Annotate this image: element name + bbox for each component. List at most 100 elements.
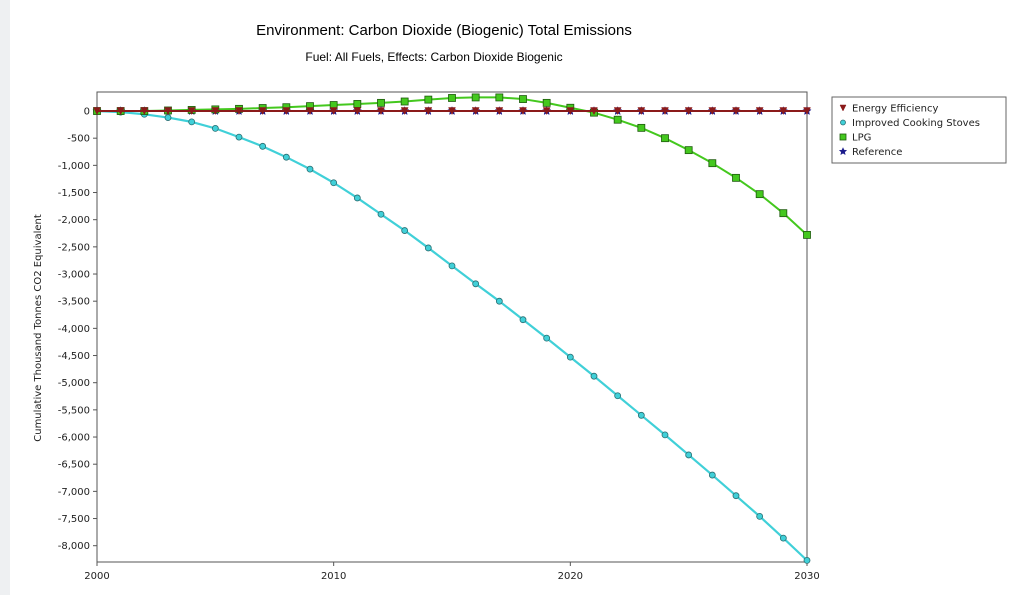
data-point-lpg [448, 94, 456, 102]
data-point-energy-efficiency [140, 107, 149, 116]
data-point-improved-cooking-stoves [614, 392, 622, 400]
data-point-energy-efficiency [258, 107, 267, 116]
data-point-improved-cooking-stoves [756, 512, 764, 520]
data-point-lpg [495, 93, 504, 102]
y-tick-label: -3,000 [58, 270, 90, 281]
legend-marker-energy-efficiency [839, 104, 847, 112]
data-point-lpg [708, 159, 717, 168]
data-point-improved-cooking-stoves [164, 114, 172, 121]
data-point-lpg [661, 134, 669, 143]
legend-label: LPG [852, 133, 871, 144]
series-improved-cooking-stoves [93, 107, 811, 564]
data-point-improved-cooking-stoves [708, 471, 716, 479]
y-tick-label: -6,000 [58, 433, 90, 444]
data-point-improved-cooking-stoves [211, 125, 219, 132]
data-point-energy-efficiency [164, 107, 172, 116]
legend-entry-improved-cooking-stoves[interactable]: Improved Cooking Stoves [840, 118, 980, 129]
legend-entry-lpg[interactable]: LPG [839, 133, 871, 144]
y-tick-label: -3,500 [58, 297, 90, 308]
legend[interactable]: Energy Efficiency Improved Cooking Stoves… [831, 96, 1007, 164]
plot-area [96, 91, 808, 563]
data-point-improved-cooking-stoves [306, 165, 314, 173]
data-point-energy-efficiency [353, 107, 362, 116]
data-point-energy-efficiency [637, 107, 646, 116]
data-point-energy-efficiency [708, 107, 717, 116]
data-point-improved-cooking-stoves [779, 534, 787, 542]
y-tick-label: -4,500 [58, 351, 90, 362]
data-point-improved-cooking-stoves [661, 431, 669, 439]
y-tick-label: -1,000 [58, 161, 90, 172]
legend-marker-reference [838, 147, 848, 156]
y-axis-label: Cumulative Thousand Tonnes CO2 Equivalen… [33, 214, 44, 442]
data-point-improved-cooking-stoves [401, 227, 409, 234]
data-point-improved-cooking-stoves [472, 280, 480, 288]
series-group [92, 93, 812, 564]
series-energy-efficiency [93, 107, 811, 116]
y-tick-label: -5,500 [58, 405, 90, 416]
data-point-energy-efficiency [732, 107, 740, 116]
x-tick-label: 2000 [84, 571, 109, 582]
data-point-energy-efficiency [684, 107, 693, 116]
data-point-improved-cooking-stoves [235, 133, 243, 141]
legend-label: Improved Cooking Stoves [852, 118, 980, 129]
data-point-improved-cooking-stoves [330, 179, 338, 187]
data-point-improved-cooking-stoves [188, 118, 196, 126]
legend-label: Energy Efficiency [852, 104, 938, 115]
data-point-improved-cooking-stoves [377, 210, 385, 218]
data-point-energy-efficiency [495, 107, 504, 116]
data-point-improved-cooking-stoves [685, 451, 693, 459]
legend-entry-energy-efficiency[interactable]: Energy Efficiency [839, 104, 938, 115]
legend-marker-lpg [839, 133, 847, 141]
data-point-improved-cooking-stoves [590, 372, 598, 380]
y-tick-label: -4,000 [58, 324, 90, 335]
data-point-lpg [471, 93, 480, 102]
data-point-improved-cooking-stoves [424, 244, 432, 252]
legend-box [831, 96, 1007, 164]
data-point-energy-efficiency [661, 107, 669, 116]
y-tick-label: -7,000 [58, 487, 90, 498]
chart-title: Environment: Carbon Dioxide (Biogenic) T… [256, 22, 632, 39]
data-point-energy-efficiency [329, 107, 338, 116]
data-point-energy-efficiency [755, 107, 764, 116]
y-tick-label: -500 [67, 134, 90, 145]
data-point-energy-efficiency [187, 107, 196, 116]
data-point-energy-efficiency [779, 107, 788, 116]
data-point-improved-cooking-stoves [259, 142, 267, 150]
x-tick-label: 2020 [558, 571, 583, 582]
data-point-lpg [803, 231, 811, 239]
data-point-lpg [400, 97, 409, 106]
x-tick-label: 2010 [321, 571, 346, 582]
data-point-lpg [684, 146, 693, 155]
data-point-improved-cooking-stoves [543, 334, 551, 342]
data-point-lpg [377, 98, 385, 107]
data-point-energy-efficiency [235, 107, 243, 116]
y-tick-label: -2,500 [58, 242, 90, 253]
data-point-energy-efficiency [282, 107, 291, 116]
data-point-lpg [353, 100, 362, 108]
y-tick-label: -2,000 [58, 215, 90, 226]
data-point-energy-efficiency [377, 107, 385, 116]
data-point-energy-efficiency [211, 107, 220, 116]
data-point-lpg [519, 95, 527, 103]
legend-label: Reference [852, 147, 902, 158]
y-axis: 0 -500 -1,000 -1,500 -2,000 -2,500 -3,000 -3,50… [58, 107, 97, 552]
data-point-energy-efficiency [566, 107, 575, 116]
data-point-improved-cooking-stoves [566, 353, 574, 361]
legend-entry-reference[interactable]: Reference [838, 147, 902, 158]
data-point-energy-efficiency [116, 107, 125, 116]
data-point-improved-cooking-stoves [732, 492, 740, 500]
data-point-improved-cooking-stoves [495, 297, 503, 305]
data-point-energy-efficiency [93, 107, 101, 116]
data-point-improved-cooking-stoves [803, 556, 811, 564]
chart-subtitle: Fuel: All Fuels, Effects: Carbon Dioxide… [305, 50, 563, 64]
data-point-lpg [779, 209, 788, 218]
data-point-energy-efficiency [590, 107, 598, 116]
data-point-energy-efficiency [471, 107, 480, 116]
data-point-lpg [424, 95, 433, 104]
x-tick-label: 2030 [794, 571, 819, 582]
x-axis: 2000 2010 2020 2030 [84, 562, 820, 582]
y-tick-label: -5,000 [58, 378, 90, 389]
data-point-energy-efficiency [424, 107, 433, 116]
legend-marker-improved-cooking-stoves [840, 119, 846, 126]
y-tick-label: -6,500 [58, 460, 90, 471]
